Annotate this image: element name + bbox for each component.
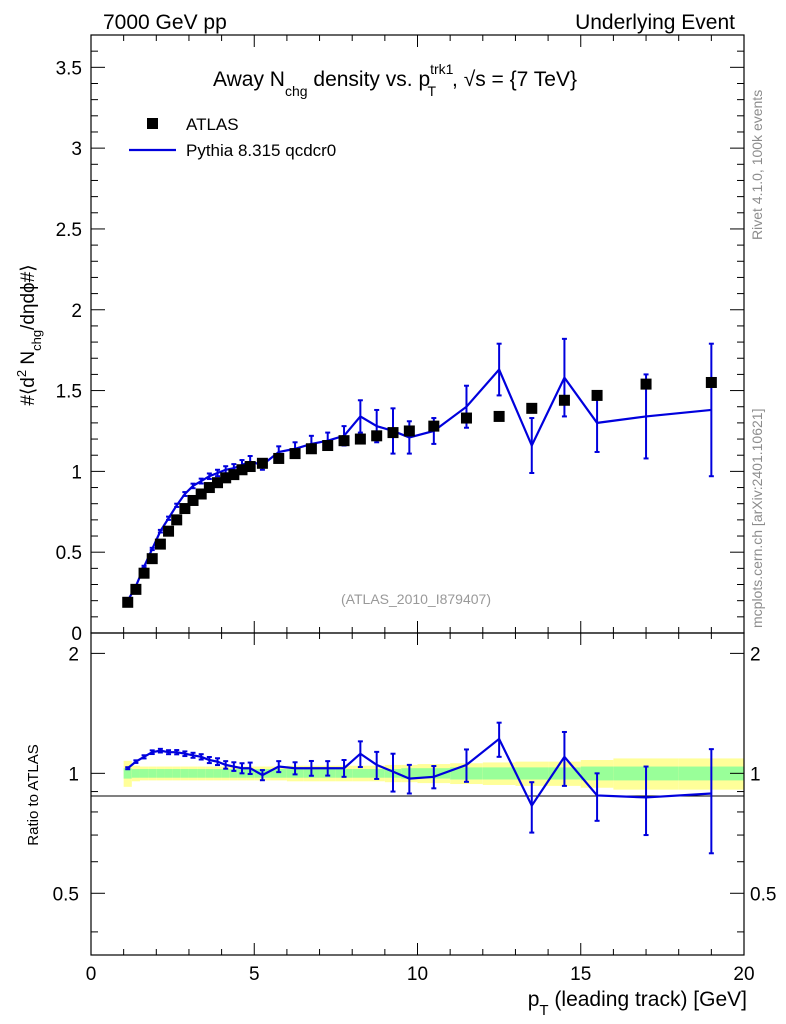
atlas-data-point	[305, 443, 317, 455]
atlas-data-point	[591, 389, 603, 401]
y-tick-label-ratio-right: 0.5	[750, 884, 776, 905]
atlas-data-point	[212, 477, 224, 489]
y-tick-label-ratio: 1	[68, 764, 79, 785]
atlas-data-point	[526, 402, 538, 414]
atlas-data-point	[130, 583, 142, 595]
atlas-data-point	[256, 457, 268, 469]
atlas-data-point	[244, 461, 256, 473]
header-left: 7000 GeV pp	[103, 11, 227, 34]
legend-pythia-label: Pythia 8.315 qcdcr0	[186, 141, 336, 160]
atlas-data-point	[273, 452, 285, 464]
y-tick-label-main: 2.5	[56, 220, 82, 241]
mcplots-label: mcplots.cern.ch [arXiv:2401.10621]	[749, 409, 765, 628]
atlas-data-point	[228, 469, 240, 481]
main-panel: 0 0.5 1 1.5 2 2.5 3 3.5 Away Nchg density vs. p…	[14, 34, 745, 645]
atlas-data-point	[154, 538, 166, 550]
legend-atlas-marker	[147, 118, 158, 129]
atlas-data-point	[122, 596, 134, 608]
atlas-data-point	[403, 425, 415, 437]
band-inner	[221, 769, 230, 778]
band-inner	[270, 769, 287, 778]
y-tick-label-main: 3.5	[56, 58, 82, 79]
x-tick-label: 15	[570, 964, 591, 985]
atlas-data-point	[220, 472, 232, 484]
y-tick-label-ratio: 2	[68, 644, 79, 665]
atlas-data-point	[705, 376, 717, 388]
band-inner	[123, 768, 132, 779]
band-inner	[205, 769, 214, 778]
plot-title: Away Nchg density vs. ptrk1 T, √s = {7 Te…	[213, 61, 577, 99]
band-inner	[156, 769, 165, 778]
ratio-mc-series	[125, 721, 714, 855]
atlas-data-point	[138, 567, 150, 579]
atlas-data-point	[146, 553, 158, 565]
atlas-data-point	[322, 440, 334, 452]
x-tick-label: 10	[407, 964, 428, 985]
y-tick-label-main: 3	[71, 139, 82, 160]
mc-line	[126, 367, 712, 602]
atlas-data-point	[460, 412, 472, 424]
atlas-data-point	[558, 394, 570, 406]
legend-atlas-label: ATLAS	[186, 115, 239, 134]
atlas-data-point	[493, 410, 505, 422]
x-tick-label: 5	[249, 964, 260, 985]
legend: ATLAS Pythia 8.315 qcdcr0	[129, 115, 336, 160]
atlas-data-point	[171, 514, 183, 526]
atlas-data-point	[338, 435, 350, 447]
ratio-axis-ticks: 0 5 10 15 20 0.5 0.5 1 1 2 2	[53, 633, 776, 985]
y-tick-label-main: 0	[71, 624, 82, 645]
atlas-data-point	[203, 482, 215, 494]
header-right: Underlying Event	[575, 11, 735, 34]
atlas-data-point	[640, 378, 652, 390]
atlas-data-point	[163, 525, 175, 537]
band-inner	[213, 769, 222, 778]
mc-series	[125, 337, 714, 603]
x-tick-label: 20	[733, 964, 754, 985]
band-inner	[352, 769, 369, 778]
band-inner	[180, 769, 189, 778]
atlas-data-point	[179, 503, 191, 515]
y-tick-label-ratio-right: 1	[750, 764, 761, 785]
atlas-data-point	[236, 464, 248, 476]
band-inner	[229, 769, 238, 778]
atlas-data-point	[371, 430, 383, 442]
xlabel: pT (leading track) [GeV]	[528, 988, 747, 1019]
data-series	[122, 376, 717, 608]
band-inner	[131, 769, 140, 778]
atlas-data-point	[428, 420, 440, 432]
ratio-frame	[90, 632, 745, 956]
ratio-panel: 0 5 10 15 20 0.5 0.5 1 1 2 2 Ratio to ATLAS	[25, 632, 776, 985]
main-ylabel: #⟨d2 Nchg/dηdϕ#⟩	[14, 264, 44, 405]
ratio-ylabel: Ratio to ATLAS	[25, 744, 42, 845]
band-inner	[164, 769, 173, 778]
ratio-mc-line	[127, 737, 712, 808]
x-tick-label: 0	[86, 964, 97, 985]
atlas-data-point	[387, 427, 399, 439]
atlas-data-point	[354, 433, 366, 445]
band-inner	[148, 769, 157, 778]
y-tick-label-main: 2	[71, 301, 82, 322]
band-inner	[515, 767, 549, 780]
y-tick-label-main: 1.5	[56, 382, 82, 403]
atlas-data-point	[289, 448, 301, 460]
band-inner	[197, 769, 206, 778]
rivet-label: Rivet 4.1.0, 100k events	[749, 90, 765, 240]
main-axis-ticks: 0 0.5 1 1.5 2 2.5 3 3.5	[56, 34, 745, 645]
y-tick-label-main: 0.5	[56, 543, 82, 564]
atlas-data-point	[187, 494, 199, 506]
y-tick-label-ratio: 0.5	[53, 884, 79, 905]
band-inner	[172, 769, 181, 778]
band-inner	[139, 769, 149, 778]
band-inner	[482, 767, 516, 780]
y-tick-label-ratio-right: 2	[750, 644, 761, 665]
analysis-watermark: (ATLAS_2010_I879407)	[341, 591, 491, 607]
atlas-data-point	[195, 488, 207, 500]
y-tick-label-main: 1	[71, 462, 82, 483]
band-inner	[188, 769, 198, 778]
